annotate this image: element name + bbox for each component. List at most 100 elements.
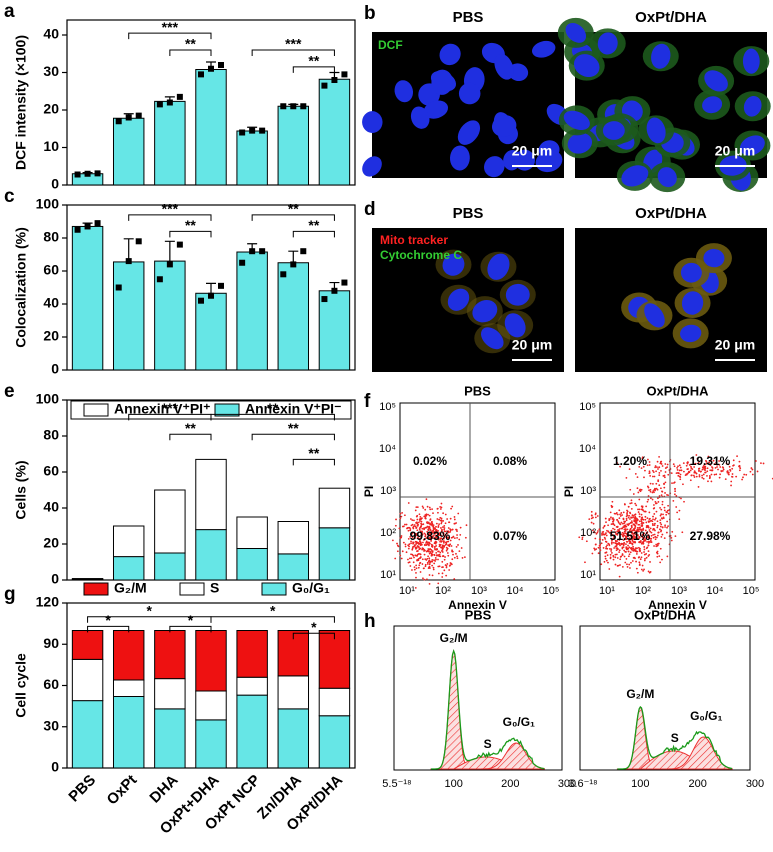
event-dot — [599, 549, 602, 552]
event-dot — [622, 511, 625, 514]
event-dot — [590, 510, 593, 513]
event-dot — [412, 542, 414, 545]
data-point — [166, 99, 173, 106]
event-dot — [615, 512, 617, 515]
nucleus — [458, 82, 481, 105]
event-dot — [603, 525, 606, 528]
event-dot — [608, 543, 610, 546]
event-dot — [705, 459, 707, 462]
event-dot — [702, 477, 705, 480]
event-dot — [428, 567, 431, 569]
y-tick-label: 60 — [43, 676, 59, 692]
event-dot — [604, 538, 607, 540]
event-dot — [642, 570, 645, 572]
event-dot — [415, 506, 418, 509]
event-dot — [582, 534, 585, 537]
event-dot — [404, 545, 407, 548]
event-dot — [638, 520, 641, 523]
event-dot — [619, 513, 621, 516]
event-dot — [610, 523, 613, 525]
event-dot — [421, 523, 423, 526]
event-dot — [673, 493, 676, 496]
data-point — [135, 238, 142, 245]
significance-bracket — [128, 32, 212, 40]
event-dot — [426, 525, 429, 528]
event-dot — [660, 508, 663, 511]
significance-label: ** — [308, 53, 319, 69]
event-dot — [418, 537, 421, 540]
event-dot — [619, 564, 621, 566]
event-dot — [451, 536, 454, 539]
event-dot — [420, 517, 423, 520]
event-dot — [614, 531, 617, 534]
event-dot — [417, 558, 420, 560]
bar-segment — [195, 529, 227, 581]
event-dot — [596, 515, 599, 517]
event-dot — [431, 564, 434, 567]
g0g1-peak — [431, 742, 545, 770]
event-dot — [440, 522, 443, 525]
peak-label: S — [671, 731, 679, 745]
event-dot — [742, 476, 744, 479]
event-dot — [645, 526, 648, 529]
event-dot — [611, 533, 614, 536]
x-tick-label: 100 — [631, 778, 649, 790]
event-dot — [673, 465, 676, 468]
event-dot — [625, 525, 628, 528]
event-dot — [738, 460, 741, 463]
event-dot — [627, 547, 630, 550]
event-dot — [698, 474, 701, 476]
significance-bracket — [169, 433, 212, 441]
event-dot — [632, 493, 635, 495]
event-dot — [632, 545, 635, 548]
event-dot — [431, 522, 434, 525]
event-dot — [661, 503, 664, 506]
x-axis-title: Annexin V — [648, 598, 707, 612]
event-dot — [640, 513, 643, 516]
event-dot — [652, 471, 655, 474]
event-dot — [415, 515, 418, 518]
event-dot — [427, 543, 430, 546]
event-dot — [647, 498, 650, 501]
event-dot — [621, 546, 624, 549]
event-dot — [441, 544, 444, 547]
bar — [318, 290, 351, 371]
event-dot — [658, 474, 661, 477]
event-dot — [428, 531, 431, 534]
event-dot — [613, 528, 616, 531]
event-dot — [654, 465, 657, 467]
event-dot — [681, 531, 684, 534]
event-dot — [416, 559, 418, 562]
event-dot — [659, 528, 661, 531]
event-dot — [638, 466, 641, 468]
event-dot — [647, 555, 650, 557]
error-bar — [288, 250, 299, 263]
event-dot — [411, 523, 414, 526]
g0g1-peak — [617, 736, 733, 770]
event-dot — [591, 529, 594, 532]
event-dot — [702, 473, 705, 476]
event-dot — [629, 551, 632, 554]
event-dot — [611, 518, 614, 520]
event-dot — [423, 548, 426, 551]
event-dot — [412, 561, 415, 564]
significance-bracket — [251, 49, 335, 56]
event-dot — [728, 465, 731, 468]
event-dot — [686, 472, 689, 475]
data-point — [166, 261, 173, 268]
event-dot — [417, 552, 420, 555]
y-tick-label: 90 — [43, 635, 59, 651]
event-dot — [609, 547, 611, 550]
event-dot — [644, 557, 646, 560]
event-dot — [623, 525, 626, 527]
event-dot — [426, 505, 429, 508]
event-dot — [642, 527, 645, 530]
event-dot — [450, 545, 453, 547]
event-dot — [643, 553, 646, 556]
event-dot — [398, 527, 401, 530]
scale-label: 20 μm — [512, 337, 552, 353]
event-dot — [407, 558, 409, 561]
event-dot — [617, 521, 620, 524]
event-dot — [636, 534, 639, 537]
bar-segment — [277, 675, 310, 710]
